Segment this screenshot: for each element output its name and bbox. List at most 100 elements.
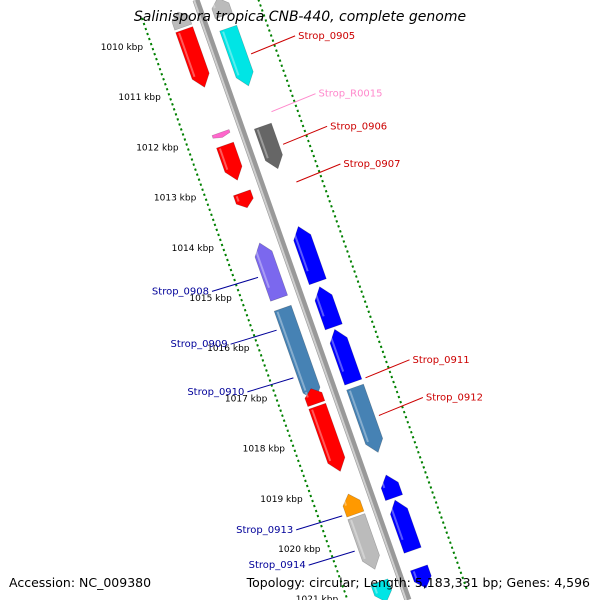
gene-label[interactable]: Strop_0906: [330, 121, 387, 132]
gene-label[interactable]: Strop_0913: [236, 525, 293, 536]
scale-tick: [145, 29, 147, 30]
gene-label[interactable]: Strop_R0015: [319, 89, 383, 100]
scale-tick: [368, 311, 370, 312]
scale-tick: [173, 109, 175, 110]
scale-tick: [308, 141, 310, 142]
gene-label[interactable]: Strop_0914: [249, 560, 306, 571]
summary-text: Topology: circular; Length: 5,183,331 bp…: [247, 575, 590, 590]
gene-label[interactable]: Strop_0909: [171, 339, 228, 350]
gene-label[interactable]: Strop_0907: [343, 159, 400, 170]
scale-tick: [262, 360, 264, 361]
scale-tick: [269, 380, 271, 381]
scale-tick: [283, 420, 285, 421]
scale-tick: [354, 271, 356, 272]
scale-tick: [289, 435, 291, 436]
scale-tick: [335, 566, 337, 567]
scale-tick: [272, 40, 274, 41]
scale-tick: [230, 270, 232, 271]
scale-tick: [303, 476, 305, 477]
scale-tick: [370, 316, 372, 317]
gene-label-leader: [283, 126, 327, 144]
scale-tick: [168, 94, 170, 95]
gene-label[interactable]: Strop_0912: [426, 393, 483, 404]
scale-tick: [266, 370, 268, 371]
gene-label-leader: [379, 398, 423, 416]
scale-tick: [219, 240, 221, 241]
gene-feature[interactable]: [217, 142, 243, 180]
scale-tick: [386, 362, 388, 363]
scale-tick: [449, 542, 451, 543]
scale-tick: [154, 54, 156, 55]
scale-tick: [322, 181, 324, 182]
gene-feature[interactable]: [233, 190, 253, 208]
scale-tick: [193, 164, 195, 165]
scale-tick: [200, 184, 202, 185]
scale-tick: [242, 305, 244, 306]
scale-tick: [315, 511, 317, 512]
scale-tick: [425, 472, 427, 473]
scale-tick: [299, 466, 301, 467]
gene-feature[interactable]: [330, 329, 362, 385]
scale-tick: [164, 84, 166, 85]
gene-feature[interactable]: [212, 130, 230, 139]
scale-tick: [191, 159, 193, 160]
scale-tick: [306, 136, 308, 137]
gene-label[interactable]: Strop_0911: [413, 355, 470, 366]
scale-tick: [451, 547, 453, 548]
scale-tick: [225, 255, 227, 256]
scale-tick: [423, 467, 425, 468]
scale-tick: [286, 80, 288, 81]
scale-tick: [338, 226, 340, 227]
scale-tick: [441, 517, 443, 518]
scale-tick: [253, 335, 255, 336]
scale-tick: [384, 357, 386, 358]
scale-tick: [211, 215, 213, 216]
scale-tick: [214, 225, 216, 226]
scale-tick: [276, 50, 278, 51]
scale-tick: [315, 161, 317, 162]
scale-tick: [407, 422, 409, 423]
gene-feature[interactable]: [390, 500, 421, 553]
gene-label[interactable]: Strop_0905: [298, 31, 355, 42]
kbp-label: 1019 kbp: [260, 495, 303, 505]
scale-tick: [278, 405, 280, 406]
scale-tick: [304, 131, 306, 132]
scale-tick: [270, 35, 272, 36]
scale-tick: [310, 496, 312, 497]
scale-tick: [248, 320, 250, 321]
gene-feature[interactable]: [294, 227, 327, 285]
scale-tick: [189, 154, 191, 155]
scale-tick: [187, 149, 189, 150]
scale-tick: [421, 462, 423, 463]
scale-tick: [387, 367, 389, 368]
scale-tick: [352, 266, 354, 267]
scale-tick: [290, 440, 292, 441]
scale-tick: [375, 332, 377, 333]
scale-tick: [292, 96, 294, 97]
scale-tick: [380, 347, 382, 348]
scale-tick: [301, 471, 303, 472]
gene-feature[interactable]: [315, 287, 342, 330]
scale-tick: [350, 261, 352, 262]
kbp-label: 1012 kbp: [136, 143, 179, 153]
scale-tick: [453, 552, 455, 553]
scale-tick: [313, 156, 315, 157]
gene-label[interactable]: Strop_0908: [152, 286, 209, 297]
scale-tick: [228, 265, 230, 266]
scale-tick: [246, 315, 248, 316]
scale-tick: [195, 169, 197, 170]
scale-tick: [458, 568, 460, 569]
gene-label[interactable]: Strop_0910: [187, 387, 244, 398]
kbp-label: 1011 kbp: [118, 93, 161, 103]
scale-tick: [279, 60, 281, 61]
scale-tick: [322, 531, 324, 532]
kbp-label: 1021 kbp: [296, 595, 339, 600]
scale-tick: [287, 430, 289, 431]
scale-tick: [227, 260, 229, 261]
scale-tick: [299, 116, 301, 117]
scale-tick: [393, 382, 395, 383]
scale-tick: [394, 387, 396, 388]
scale-tick: [331, 556, 333, 557]
scale-tick: [209, 210, 211, 211]
